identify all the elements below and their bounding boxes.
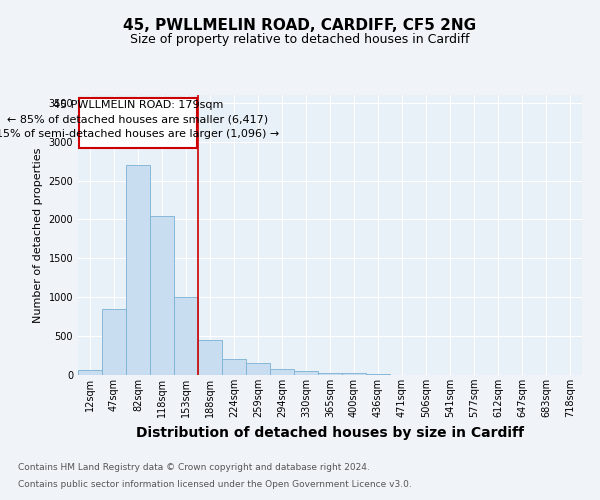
- Bar: [366, 374, 390, 375]
- Bar: [78, 370, 102, 375]
- Bar: [342, 374, 366, 375]
- Text: ← 85% of detached houses are smaller (6,417): ← 85% of detached houses are smaller (6,…: [7, 114, 269, 124]
- Bar: [270, 369, 294, 375]
- X-axis label: Distribution of detached houses by size in Cardiff: Distribution of detached houses by size …: [136, 426, 524, 440]
- Bar: [246, 364, 270, 375]
- Bar: [150, 216, 174, 375]
- Y-axis label: Number of detached properties: Number of detached properties: [33, 148, 43, 322]
- Text: 15% of semi-detached houses are larger (1,096) →: 15% of semi-detached houses are larger (…: [0, 128, 280, 138]
- Bar: [126, 165, 150, 375]
- Text: Contains HM Land Registry data © Crown copyright and database right 2024.: Contains HM Land Registry data © Crown c…: [18, 462, 370, 471]
- Bar: [102, 309, 126, 375]
- Text: 45, PWLLMELIN ROAD, CARDIFF, CF5 2NG: 45, PWLLMELIN ROAD, CARDIFF, CF5 2NG: [124, 18, 476, 32]
- Bar: [318, 372, 342, 375]
- Bar: [198, 340, 222, 375]
- Text: Size of property relative to detached houses in Cardiff: Size of property relative to detached ho…: [130, 32, 470, 46]
- Text: Contains public sector information licensed under the Open Government Licence v3: Contains public sector information licen…: [18, 480, 412, 489]
- Text: 45 PWLLMELIN ROAD: 179sqm: 45 PWLLMELIN ROAD: 179sqm: [53, 100, 223, 110]
- FancyBboxPatch shape: [79, 98, 197, 148]
- Bar: [174, 297, 198, 375]
- Bar: [294, 371, 318, 375]
- Bar: [222, 360, 246, 375]
